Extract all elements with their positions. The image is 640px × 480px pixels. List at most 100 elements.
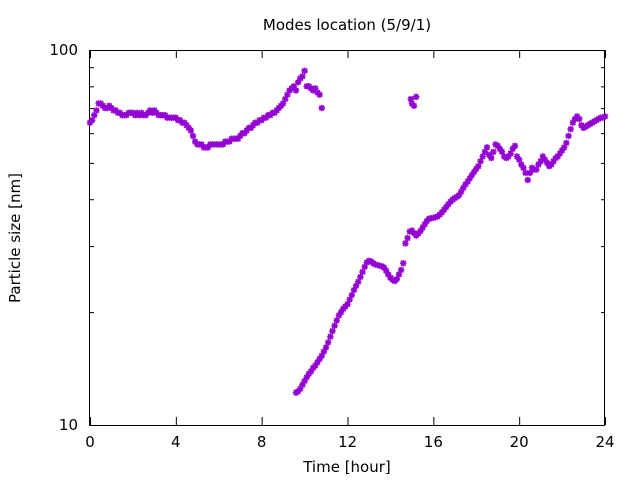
data-points bbox=[86, 67, 609, 396]
data-point bbox=[417, 227, 424, 235]
data-point bbox=[569, 119, 577, 126]
x-tick-label: 0 bbox=[85, 433, 95, 451]
data-point bbox=[237, 132, 244, 140]
data-point bbox=[93, 107, 100, 114]
data-point bbox=[419, 224, 426, 231]
data-point bbox=[219, 141, 227, 148]
data-point bbox=[477, 158, 484, 165]
data-point bbox=[601, 113, 609, 120]
data-point bbox=[393, 275, 401, 283]
data-point bbox=[468, 171, 476, 179]
data-point bbox=[397, 266, 405, 274]
data-point bbox=[346, 296, 353, 303]
data-point bbox=[191, 138, 199, 145]
data-point bbox=[470, 168, 478, 176]
data-point bbox=[198, 141, 205, 148]
data-point bbox=[412, 93, 420, 101]
data-point bbox=[359, 268, 366, 276]
data-point bbox=[324, 339, 332, 346]
data-point bbox=[443, 203, 450, 211]
data-point bbox=[355, 278, 362, 285]
x-axis-tick-labels: 0 4 8 12 16 20 24 bbox=[85, 433, 614, 451]
x-tick-label: 20 bbox=[510, 433, 529, 451]
x-tick-label: 16 bbox=[424, 433, 443, 451]
data-point bbox=[226, 138, 233, 145]
data-point bbox=[509, 145, 516, 153]
data-point bbox=[490, 148, 497, 156]
data-point bbox=[543, 159, 551, 167]
data-point bbox=[316, 355, 323, 363]
data-point bbox=[361, 263, 368, 271]
x-tick-label: 24 bbox=[595, 433, 614, 451]
data-point bbox=[318, 104, 325, 112]
data-point bbox=[488, 154, 495, 162]
data-point bbox=[526, 169, 534, 177]
data-point bbox=[318, 352, 325, 359]
data-point bbox=[485, 151, 493, 159]
data-point bbox=[522, 169, 529, 177]
data-point bbox=[333, 317, 340, 324]
data-point bbox=[329, 327, 336, 335]
y-axis-tick-labels: 10 100 bbox=[49, 41, 78, 434]
data-point bbox=[567, 125, 574, 133]
data-point bbox=[558, 147, 566, 154]
data-point bbox=[322, 344, 330, 351]
data-point bbox=[316, 91, 323, 98]
plot-frame bbox=[89, 50, 605, 426]
x-tick-label: 4 bbox=[171, 433, 181, 451]
data-point bbox=[410, 102, 418, 109]
data-point bbox=[344, 300, 351, 308]
data-point bbox=[561, 144, 568, 151]
data-point bbox=[301, 377, 308, 385]
data-point bbox=[350, 286, 358, 294]
data-point bbox=[479, 153, 486, 160]
data-point bbox=[380, 264, 388, 271]
data-point bbox=[473, 165, 480, 173]
data-point bbox=[507, 150, 514, 157]
data-point bbox=[301, 67, 308, 75]
data-point bbox=[241, 129, 248, 137]
data-point bbox=[518, 161, 525, 168]
y-axis-title: Particle size [nm] bbox=[6, 173, 24, 303]
data-point bbox=[303, 374, 310, 381]
data-point bbox=[385, 271, 392, 278]
data-point bbox=[563, 139, 570, 147]
data-point bbox=[299, 73, 306, 80]
data-point bbox=[335, 312, 343, 319]
data-point bbox=[464, 178, 471, 185]
data-point bbox=[88, 116, 96, 124]
data-point bbox=[307, 368, 315, 375]
data-point bbox=[299, 381, 306, 388]
data-point bbox=[460, 184, 467, 192]
data-point bbox=[187, 127, 195, 134]
data-point bbox=[515, 156, 523, 163]
data-point bbox=[455, 192, 463, 199]
data-point bbox=[404, 234, 411, 242]
data-point bbox=[331, 322, 338, 329]
data-point bbox=[556, 150, 564, 157]
data-point bbox=[524, 176, 531, 184]
data-point bbox=[505, 153, 512, 160]
data-point bbox=[348, 291, 355, 299]
data-point bbox=[91, 112, 98, 119]
x-tick-label: 8 bbox=[257, 433, 267, 451]
x-tick-label: 12 bbox=[338, 433, 357, 451]
y-tick-label: 100 bbox=[49, 41, 78, 59]
data-point bbox=[352, 282, 360, 290]
y-tick-label: 10 bbox=[59, 416, 78, 434]
data-point bbox=[458, 188, 465, 195]
data-point bbox=[320, 348, 328, 355]
axis-ticks bbox=[90, 50, 606, 426]
data-point bbox=[462, 181, 469, 188]
data-point bbox=[537, 158, 544, 165]
data-point bbox=[498, 148, 506, 156]
data-point bbox=[481, 148, 489, 156]
data-point bbox=[554, 153, 561, 160]
data-point bbox=[483, 144, 491, 151]
data-point bbox=[550, 158, 557, 165]
chart-title: Modes location (5/9/1) bbox=[263, 16, 431, 34]
data-point bbox=[327, 333, 334, 340]
data-point bbox=[279, 100, 287, 107]
data-point bbox=[520, 164, 527, 172]
